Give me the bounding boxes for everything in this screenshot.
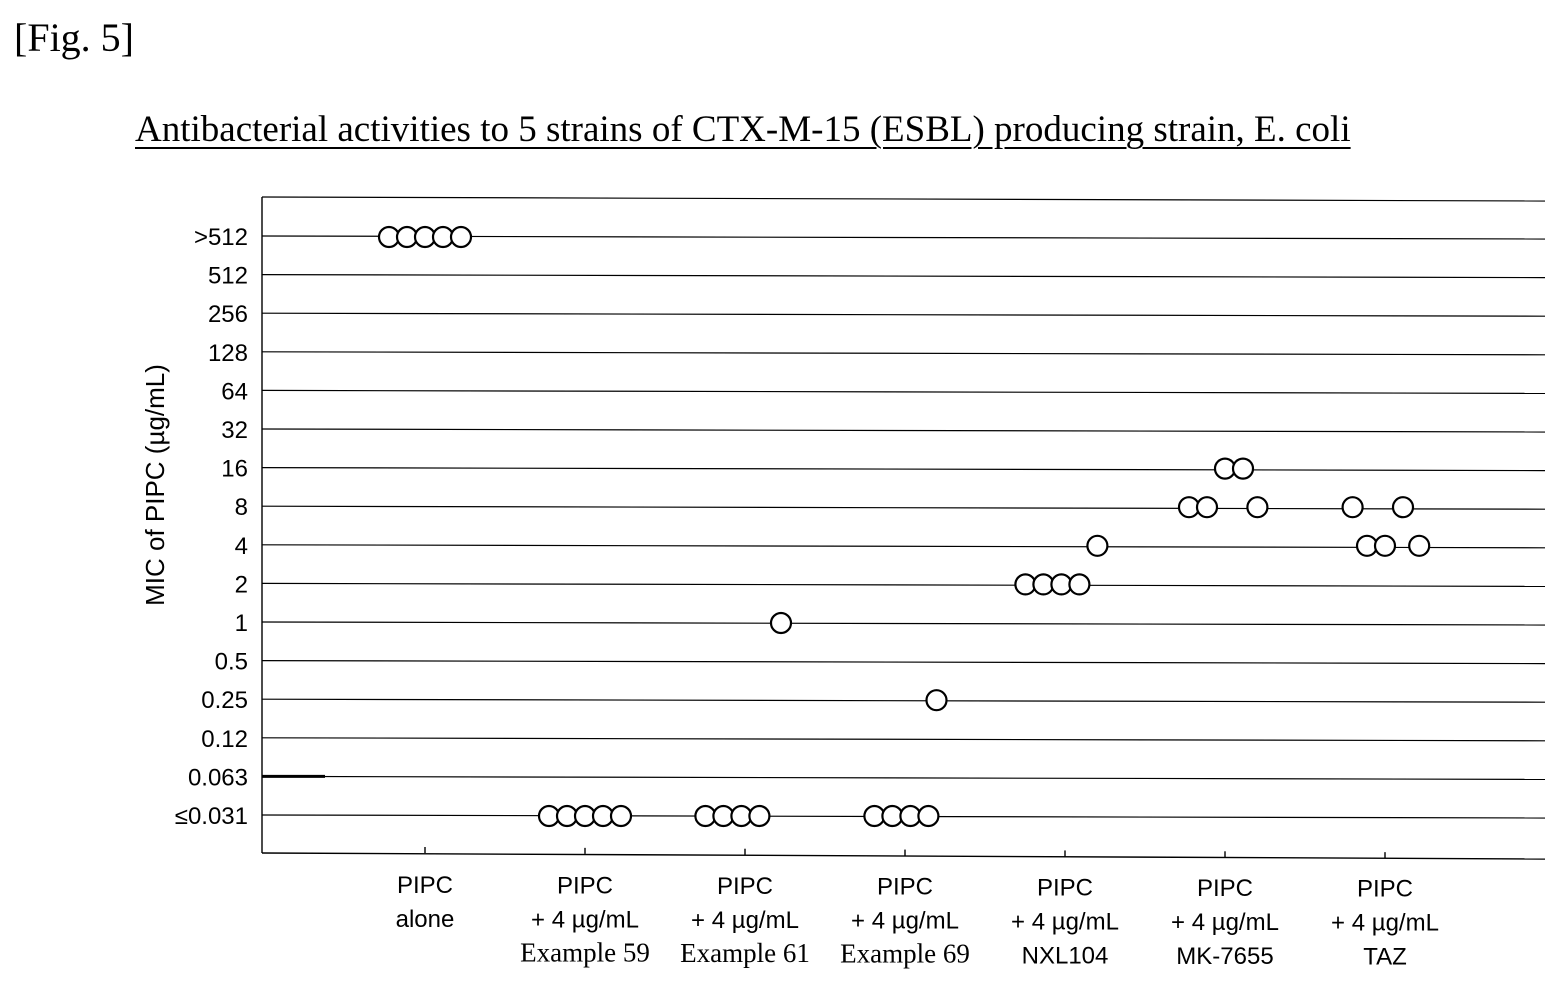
y-tick-label: 0.5 — [215, 649, 248, 676]
grid-lines — [261, 196, 1546, 819]
data-point — [1341, 496, 1364, 519]
y-tick-labels: >512 512 256 128 64 32 16 8 4 2 1 0.5 0.25 0.12 0.063 ≤… — [175, 224, 248, 830]
top-border-line — [261, 196, 1546, 202]
category-label: + 4 µg/mL — [1011, 908, 1119, 935]
y-tick-label: 64 — [221, 378, 248, 405]
y-tick-label: 128 — [208, 340, 248, 367]
grid-line — [261, 274, 1546, 279]
data-point — [769, 611, 793, 635]
grid-line — [261, 312, 1546, 317]
category-label: PIPC — [1197, 875, 1253, 902]
grid-line — [261, 389, 1546, 394]
axes — [261, 197, 1546, 860]
y-tick-label: 0.25 — [201, 687, 248, 714]
data-point — [1408, 534, 1431, 557]
y-tick-label: 2 — [235, 571, 248, 598]
y-tick-label: 4 — [235, 533, 248, 560]
grid-line — [261, 659, 1546, 665]
chart-title: Antibacterial activities to 5 strains of… — [135, 109, 1351, 150]
y-tick-label: ≤0.031 — [175, 803, 248, 830]
category-label: NXL104 — [1022, 942, 1109, 969]
grid-line — [261, 775, 1546, 781]
grid-line — [261, 505, 1546, 510]
data-point — [609, 804, 633, 828]
category-label: PIPC — [557, 873, 613, 900]
data-point — [449, 225, 473, 249]
category-label: MK-7655 — [1176, 943, 1273, 970]
grid-line — [261, 351, 1546, 356]
y-tick-label: 256 — [208, 301, 248, 328]
data-point — [1231, 457, 1255, 480]
data-point — [1391, 496, 1415, 519]
category-labels: PIPC alone PIPC + 4 µg/mL Example 59 PIPC + 4 … — [396, 872, 1439, 970]
data-point — [1246, 496, 1269, 519]
y-tick-label: 32 — [221, 417, 248, 444]
category-label: alone — [396, 906, 455, 933]
category-label: + 4 µg/mL — [531, 907, 639, 934]
y-tick-label: 512 — [208, 263, 248, 290]
data-point — [925, 689, 948, 712]
data-point — [1086, 534, 1109, 557]
grid-line — [261, 235, 1546, 240]
data-point — [748, 804, 771, 828]
grid-line — [261, 582, 1546, 588]
category-label: TAZ — [1363, 943, 1407, 970]
y-tick-label: 0.12 — [201, 726, 248, 753]
category-label: PIPC — [717, 873, 773, 900]
data-point — [1195, 496, 1219, 519]
y-tick-label: 8 — [235, 494, 248, 521]
grid-line — [261, 698, 1546, 703]
figure-label: [Fig. 5] — [14, 15, 134, 60]
grid-line — [261, 544, 1546, 549]
category-label: + 4 µg/mL — [1331, 909, 1439, 936]
grid-line — [261, 737, 1546, 742]
data-points — [377, 225, 1431, 828]
category-label: Example 69 — [840, 939, 970, 969]
category-label: + 4 µg/mL — [1171, 909, 1279, 936]
x-axis-line — [261, 852, 1546, 860]
y-tick-label: 0.063 — [188, 764, 248, 791]
y-tick-label: 16 — [221, 456, 248, 483]
data-point — [917, 804, 940, 828]
y-tick-label: 1 — [235, 610, 248, 637]
data-point — [1373, 534, 1397, 557]
category-label: Example 61 — [680, 938, 810, 968]
x-tick-marks — [424, 847, 1386, 859]
y-tick-label: >512 — [194, 224, 248, 251]
category-label: PIPC — [397, 872, 453, 899]
category-label: PIPC — [1357, 875, 1413, 902]
data-point — [1068, 573, 1091, 596]
grid-line — [261, 621, 1546, 626]
category-label: Example 59 — [520, 938, 650, 968]
category-label: + 4 µg/mL — [851, 908, 959, 935]
y-axis-label: MIC of PIPC (µg/mL) — [140, 364, 170, 606]
grid-line — [261, 428, 1546, 433]
category-label: PIPC — [877, 874, 933, 901]
category-label: PIPC — [1037, 874, 1093, 901]
category-label: + 4 µg/mL — [691, 907, 799, 934]
grid-line — [261, 467, 1546, 472]
